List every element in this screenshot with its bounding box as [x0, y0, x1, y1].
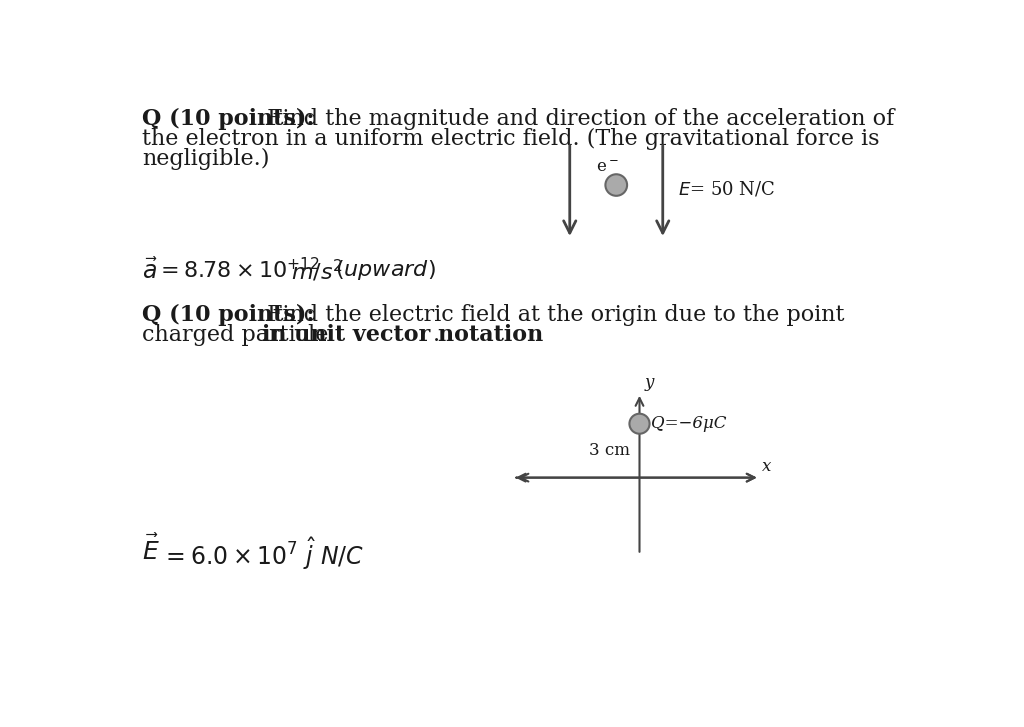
Text: Q (10 points):: Q (10 points):	[142, 305, 314, 326]
Text: negligible.): negligible.)	[142, 148, 269, 170]
Text: 3 cm: 3 cm	[589, 442, 630, 459]
Text: Q=−6μC: Q=−6μC	[651, 415, 727, 433]
Text: Q (10 points):: Q (10 points):	[142, 108, 314, 130]
Text: Find the electric field at the origin due to the point: Find the electric field at the origin du…	[260, 305, 844, 326]
Text: $\vec{E}$: $\vec{E}$	[142, 535, 160, 566]
Text: $= 6.0\times10^7\ \hat{j}\ N/C$: $= 6.0\times10^7\ \hat{j}\ N/C$	[161, 535, 364, 572]
Text: $m/s^2$: $m/s^2$	[291, 258, 343, 284]
Text: Find the magnitude and direction of the acceleration of: Find the magnitude and direction of the …	[260, 108, 894, 130]
Text: x: x	[762, 458, 771, 475]
Text: the electron in a uniform electric field. (The gravitational force is: the electron in a uniform electric field…	[142, 128, 880, 150]
Text: charged particle: charged particle	[142, 324, 336, 345]
Text: $\it{E}$= 50 N/C: $\it{E}$= 50 N/C	[678, 180, 775, 198]
Text: $(upward)$: $(upward)$	[328, 258, 436, 282]
Text: y: y	[644, 374, 653, 391]
Text: in unit vector notation: in unit vector notation	[262, 324, 544, 345]
Circle shape	[630, 414, 649, 434]
Text: .: .	[432, 324, 439, 345]
Text: e$^-$: e$^-$	[596, 158, 618, 176]
Text: $= 8.78\times10^{+12}$: $= 8.78\times10^{+12}$	[156, 258, 321, 284]
Text: $\vec{a}$: $\vec{a}$	[142, 258, 158, 284]
Circle shape	[605, 174, 627, 196]
